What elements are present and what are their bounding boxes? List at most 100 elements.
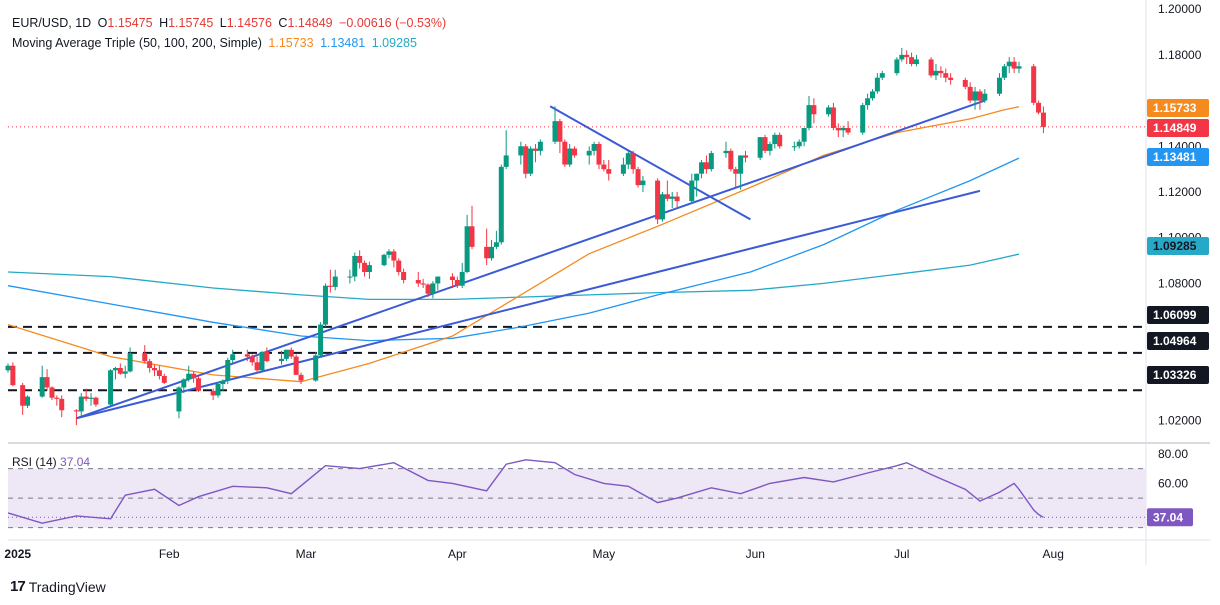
candle-body (161, 376, 167, 383)
candle-body (83, 396, 89, 399)
candle-body (728, 150, 734, 170)
candle-body (1001, 66, 1007, 78)
candle-body (630, 153, 636, 170)
price-tick-label: 1.20000 (1158, 2, 1202, 16)
time-tick-label: Apr (448, 547, 467, 561)
candle-body (733, 169, 739, 174)
candle-body (108, 370, 114, 405)
brand[interactable]: 17 TradingView (10, 578, 106, 595)
candle-body (874, 77, 880, 92)
candle-body (127, 353, 133, 372)
candle-body (552, 121, 558, 142)
candle-body (811, 105, 817, 115)
candle-body (601, 164, 607, 170)
candle-body (982, 93, 988, 101)
candle-body (215, 384, 221, 396)
candle-body (122, 371, 128, 374)
price-tick-label: 1.18000 (1158, 48, 1202, 62)
candle-body (381, 254, 387, 266)
price-tag-label: 1.14849 (1153, 121, 1197, 135)
candle-body (967, 86, 973, 101)
candle-body (523, 146, 529, 174)
ma-header: Moving Average Triple (50, 100, 200, Sim… (12, 36, 420, 50)
candle-body (347, 276, 353, 278)
candle-body (332, 276, 338, 287)
candle-body (943, 73, 949, 78)
price-tags: 1.15733 1.14849 1.13481 1.09285 1.06099 1.049… (1147, 99, 1209, 527)
candle-body (322, 285, 328, 325)
candle-body (195, 378, 201, 391)
tradingview-logo-icon: 17 (10, 578, 26, 595)
candle-body (723, 150, 729, 154)
price-tick-label: 1.12000 (1158, 185, 1202, 199)
support-levels (8, 126, 1146, 392)
candle-body (791, 146, 797, 148)
candle-body (352, 256, 358, 277)
candle-body (469, 226, 475, 247)
candle-body (1036, 102, 1042, 113)
brand-name: TradingView (28, 578, 106, 595)
price-tag (1147, 237, 1209, 255)
candle-body (288, 349, 294, 357)
candle-body (586, 150, 592, 156)
candle-body (562, 141, 568, 165)
candle-body (879, 73, 885, 78)
candle-body (928, 59, 934, 76)
price-tag (1147, 306, 1209, 324)
candle-body (176, 387, 182, 412)
candle-body (933, 70, 939, 76)
candle-body (25, 396, 31, 406)
candle-body (1040, 112, 1046, 127)
candle-body (703, 162, 709, 170)
candle-body (689, 180, 695, 202)
candle-body (78, 396, 84, 412)
candle-body (567, 148, 573, 165)
candle-body (498, 166, 504, 243)
candle-body (430, 283, 436, 294)
candle-body (664, 194, 670, 199)
candle-body (655, 180, 661, 220)
candle-body (39, 377, 45, 397)
candle-body (220, 380, 226, 384)
candle-body (464, 226, 470, 272)
ma100-line (7, 157, 1020, 342)
candle-body (264, 352, 270, 362)
candle-body (962, 80, 968, 87)
candle-body (894, 59, 900, 74)
candle-body (1031, 66, 1037, 103)
candle-body (313, 355, 319, 381)
high-label: H (159, 16, 169, 30)
ma200-value: 1.09285 (371, 36, 417, 50)
candle-body (489, 246, 495, 259)
ma100-value: 1.13481 (320, 36, 366, 50)
candle-body (401, 272, 407, 280)
candle-body (640, 180, 646, 186)
candle-body (938, 70, 944, 74)
candle-body (318, 324, 324, 356)
rsi-line (7, 459, 1044, 524)
candle-body (796, 141, 802, 147)
time-tick-label: 2025 (4, 547, 31, 561)
candle-body (767, 144, 773, 151)
rsi-tick-label: 80.00 (1158, 447, 1188, 461)
candle-body (757, 137, 763, 158)
candle-body (259, 352, 265, 371)
close-label: C (278, 16, 288, 30)
candle-body (996, 77, 1002, 94)
candle-body (596, 144, 602, 165)
candle-body (635, 169, 641, 186)
candle-body (830, 107, 836, 128)
candle-body (1011, 61, 1017, 69)
time-tick-label: Feb (159, 547, 180, 561)
candle-body (454, 280, 460, 286)
candle-body (156, 370, 162, 376)
candle-body (801, 128, 807, 142)
candle-body (674, 196, 680, 202)
candle-body (484, 246, 490, 259)
time-tick-label: Jun (746, 547, 765, 561)
candle-body (606, 169, 612, 174)
candle-body (743, 155, 749, 158)
low-value: 1.14576 (226, 16, 272, 30)
rsi-label: RSI (14) (12, 455, 57, 469)
